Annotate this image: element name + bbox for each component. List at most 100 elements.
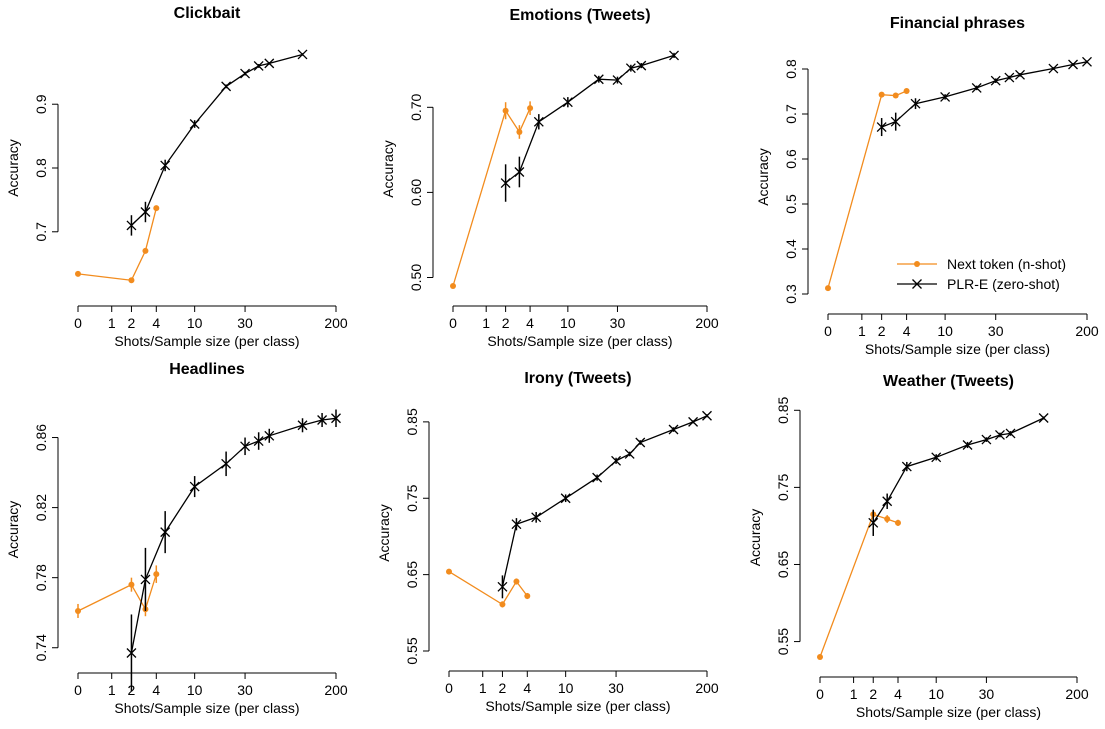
- data-point: [876, 122, 887, 133]
- data-point: [140, 574, 151, 585]
- chart-title: Financial phrases: [890, 15, 1025, 32]
- data-point: [240, 68, 251, 79]
- data-point: [497, 581, 508, 592]
- x-tick-label: 10: [560, 315, 576, 331]
- series-next-token: [446, 568, 531, 608]
- data-point: [592, 472, 603, 483]
- data-point: [688, 416, 699, 427]
- x-tick-label: 10: [928, 686, 944, 702]
- y-tick-label: 0.65: [775, 551, 791, 578]
- x-tick-label: 30: [237, 682, 253, 698]
- data-point: [126, 648, 137, 658]
- data-point: [981, 434, 992, 445]
- series-plr-e: [126, 49, 308, 236]
- data-point: [940, 91, 951, 102]
- data-point: [562, 97, 573, 108]
- data-point: [75, 607, 81, 614]
- series-next-token: [75, 565, 160, 618]
- data-point: [890, 116, 901, 127]
- x-tick-label: 1: [479, 680, 487, 696]
- x-tick-label: 0: [449, 315, 457, 331]
- x-tick-label: 1: [858, 323, 866, 339]
- legend-marker: [912, 279, 922, 289]
- x-tick-label: 4: [152, 682, 160, 698]
- x-tick-label: 1: [108, 682, 116, 698]
- data-point: [189, 119, 200, 129]
- y-axis-label: Accuracy: [747, 509, 763, 567]
- series-plr-e: [497, 410, 712, 599]
- x-tick-label: 2: [499, 680, 507, 696]
- y-tick-label: 0.7: [33, 222, 49, 242]
- data-point: [513, 578, 520, 585]
- x-tick-label: 1: [482, 315, 490, 331]
- x-tick-label: 4: [523, 680, 531, 696]
- series-next-token: [825, 88, 910, 292]
- series-line: [872, 417, 1044, 524]
- data-point: [516, 128, 523, 135]
- chart-title: Headlines: [169, 361, 245, 378]
- data-point: [140, 207, 151, 217]
- chart-panel: Emotions (Tweets) 0 1 2 4 10 30 200 Shots/Sample…: [380, 7, 719, 349]
- data-point: [500, 178, 511, 188]
- x-tick-label: 10: [187, 682, 203, 698]
- data-point: [514, 167, 525, 177]
- y-tick-label: 0.85: [404, 408, 420, 435]
- y-tick-label: 0.4: [783, 239, 799, 259]
- y-tick-label: 0.85: [775, 396, 791, 423]
- data-point: [892, 92, 899, 99]
- series-line: [827, 90, 907, 289]
- y-tick-label: 0.78: [33, 564, 49, 591]
- data-point: [450, 283, 456, 289]
- data-point: [971, 82, 982, 93]
- x-tick-label: 200: [324, 682, 348, 698]
- chart-panel: Financial phrases 0 1 2 4 10 30 200 Shots/Sample…: [755, 15, 1099, 357]
- data-point: [160, 160, 171, 171]
- data-point: [297, 420, 308, 431]
- x-tick-label: 1: [850, 686, 858, 702]
- x-tick-label: 2: [502, 315, 510, 331]
- data-point: [1005, 428, 1016, 439]
- x-tick-label: 0: [74, 315, 82, 331]
- x-tick-label: 30: [979, 686, 995, 702]
- y-tick-label: 0.75: [775, 474, 791, 501]
- data-point: [253, 436, 264, 446]
- x-tick-label: 30: [610, 315, 626, 331]
- y-tick-label: 0.5: [783, 194, 799, 214]
- data-point: [884, 515, 891, 522]
- y-tick-label: 0.70: [408, 93, 424, 120]
- x-tick-label: 200: [1075, 323, 1099, 339]
- chart-title: Weather (Tweets): [883, 373, 1014, 390]
- series-line: [819, 513, 899, 658]
- y-tick-label: 0.3: [783, 284, 799, 304]
- legend-label: PLR-E (zero-shot): [947, 276, 1060, 292]
- data-point: [636, 60, 647, 71]
- series-line: [501, 415, 708, 587]
- x-tick-label: 1: [108, 315, 116, 331]
- data-point: [126, 220, 137, 231]
- series-plr-e: [126, 409, 341, 692]
- y-axis-label: Accuracy: [755, 148, 771, 206]
- data-point: [297, 49, 308, 60]
- data-point: [669, 50, 679, 61]
- series-next-token: [817, 509, 901, 660]
- data-point: [221, 81, 232, 92]
- legend: Next token (n-shot) PLR-E (zero-shot): [897, 256, 1066, 292]
- y-tick-label: 0.8: [783, 59, 799, 79]
- x-tick-label: 2: [869, 686, 877, 702]
- chart-title: Clickbait: [174, 5, 241, 22]
- chart-panel: Headlines01241030200Shots/Sample size (p…: [5, 361, 348, 716]
- x-tick-label: 4: [526, 315, 534, 331]
- x-tick-label: 0: [445, 680, 453, 696]
- x-axis-label: Shots/Sample size (per class): [856, 704, 1041, 720]
- chart-title: Irony (Tweets): [524, 370, 631, 387]
- data-point: [962, 440, 973, 450]
- y-tick-label: 0.7: [783, 104, 799, 124]
- data-point: [499, 601, 506, 608]
- data-point: [317, 415, 328, 425]
- x-tick-label: 200: [695, 680, 719, 696]
- data-point: [990, 75, 1001, 86]
- data-point: [560, 493, 571, 504]
- x-tick-label: 200: [324, 315, 348, 331]
- data-point: [221, 458, 232, 469]
